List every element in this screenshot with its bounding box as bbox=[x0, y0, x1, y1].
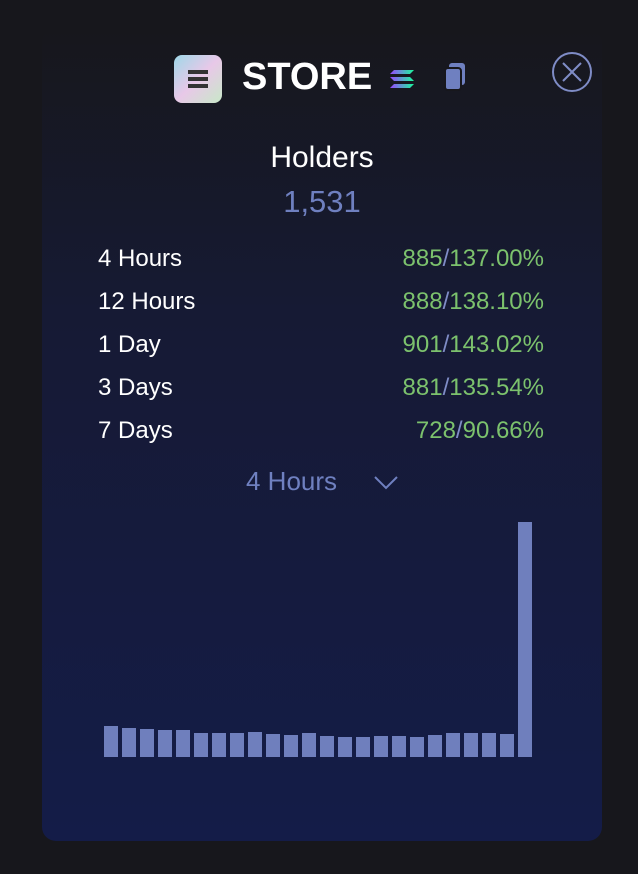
bar bbox=[428, 735, 442, 757]
stat-separator: / bbox=[442, 374, 450, 401]
stat-value: 888/138.10% bbox=[403, 288, 544, 316]
dropdown-chevron[interactable] bbox=[374, 476, 398, 490]
bar bbox=[446, 733, 460, 757]
bar bbox=[122, 728, 136, 757]
stat-percent: 137.00% bbox=[449, 245, 544, 272]
stat-count: 881 bbox=[402, 374, 443, 401]
bar bbox=[230, 733, 244, 757]
stat-percent: 138.10% bbox=[449, 288, 544, 315]
bar bbox=[266, 734, 280, 757]
stat-separator: / bbox=[442, 331, 450, 358]
bar bbox=[518, 522, 532, 757]
card bbox=[42, 28, 602, 841]
bar bbox=[500, 734, 514, 757]
stat-separator: / bbox=[442, 288, 450, 315]
bar bbox=[302, 733, 316, 757]
bar bbox=[212, 733, 226, 757]
period-dropdown[interactable]: 4 Hours bbox=[246, 466, 338, 496]
bar bbox=[482, 733, 496, 757]
stat-value: 728/90.66% bbox=[416, 417, 544, 445]
stat-percent: 90.66% bbox=[462, 417, 544, 444]
stat-percent: 135.54% bbox=[449, 374, 544, 401]
bar bbox=[194, 733, 208, 757]
stat-count: 888 bbox=[402, 288, 443, 315]
stat-value: 885/137.00% bbox=[403, 245, 544, 273]
holders-label: Holders bbox=[270, 141, 374, 174]
stat-label: 1 Day bbox=[98, 331, 161, 358]
stat-row: 12 Hours 888/138.10% bbox=[98, 288, 544, 318]
bar bbox=[410, 737, 424, 757]
stat-label: 4 Hours bbox=[98, 245, 183, 272]
bar bbox=[356, 737, 370, 757]
stat-row: 7 Days 728/90.66% bbox=[98, 417, 544, 447]
stat-label: 7 Days bbox=[98, 417, 173, 444]
stat-value: 901/143.02% bbox=[403, 331, 544, 359]
stat-percent: 143.02% bbox=[449, 331, 544, 358]
stat-count: 885 bbox=[402, 245, 443, 272]
bar bbox=[158, 730, 172, 757]
bar bbox=[140, 729, 154, 757]
token-title: STORE bbox=[242, 56, 373, 98]
token-logo bbox=[188, 70, 208, 88]
bar bbox=[248, 732, 262, 757]
stat-row: 4 Hours 885/137.00% bbox=[98, 245, 544, 275]
bar bbox=[392, 736, 406, 757]
bar bbox=[464, 733, 478, 757]
bar bbox=[338, 737, 352, 757]
close-button[interactable] bbox=[552, 52, 592, 92]
holders-value: 1,531 bbox=[283, 184, 361, 219]
bar bbox=[284, 735, 298, 757]
bar bbox=[104, 726, 118, 757]
stat-count: 901 bbox=[402, 331, 443, 358]
stat-separator: / bbox=[455, 417, 463, 444]
solana-icon bbox=[390, 70, 414, 88]
stat-label: 12 Hours bbox=[98, 288, 196, 315]
stat-row: 1 Day 901/143.02% bbox=[98, 331, 544, 361]
stat-count: 728 bbox=[415, 417, 456, 444]
stat-value: 881/135.54% bbox=[403, 374, 544, 402]
bar bbox=[176, 730, 190, 757]
stat-separator: / bbox=[442, 245, 450, 272]
bar bbox=[320, 736, 334, 757]
stat-row: 3 Days 881/135.54% bbox=[98, 374, 544, 404]
stat-label: 3 Days bbox=[98, 374, 173, 401]
bar bbox=[374, 736, 388, 757]
copy-button[interactable] bbox=[444, 63, 465, 91]
